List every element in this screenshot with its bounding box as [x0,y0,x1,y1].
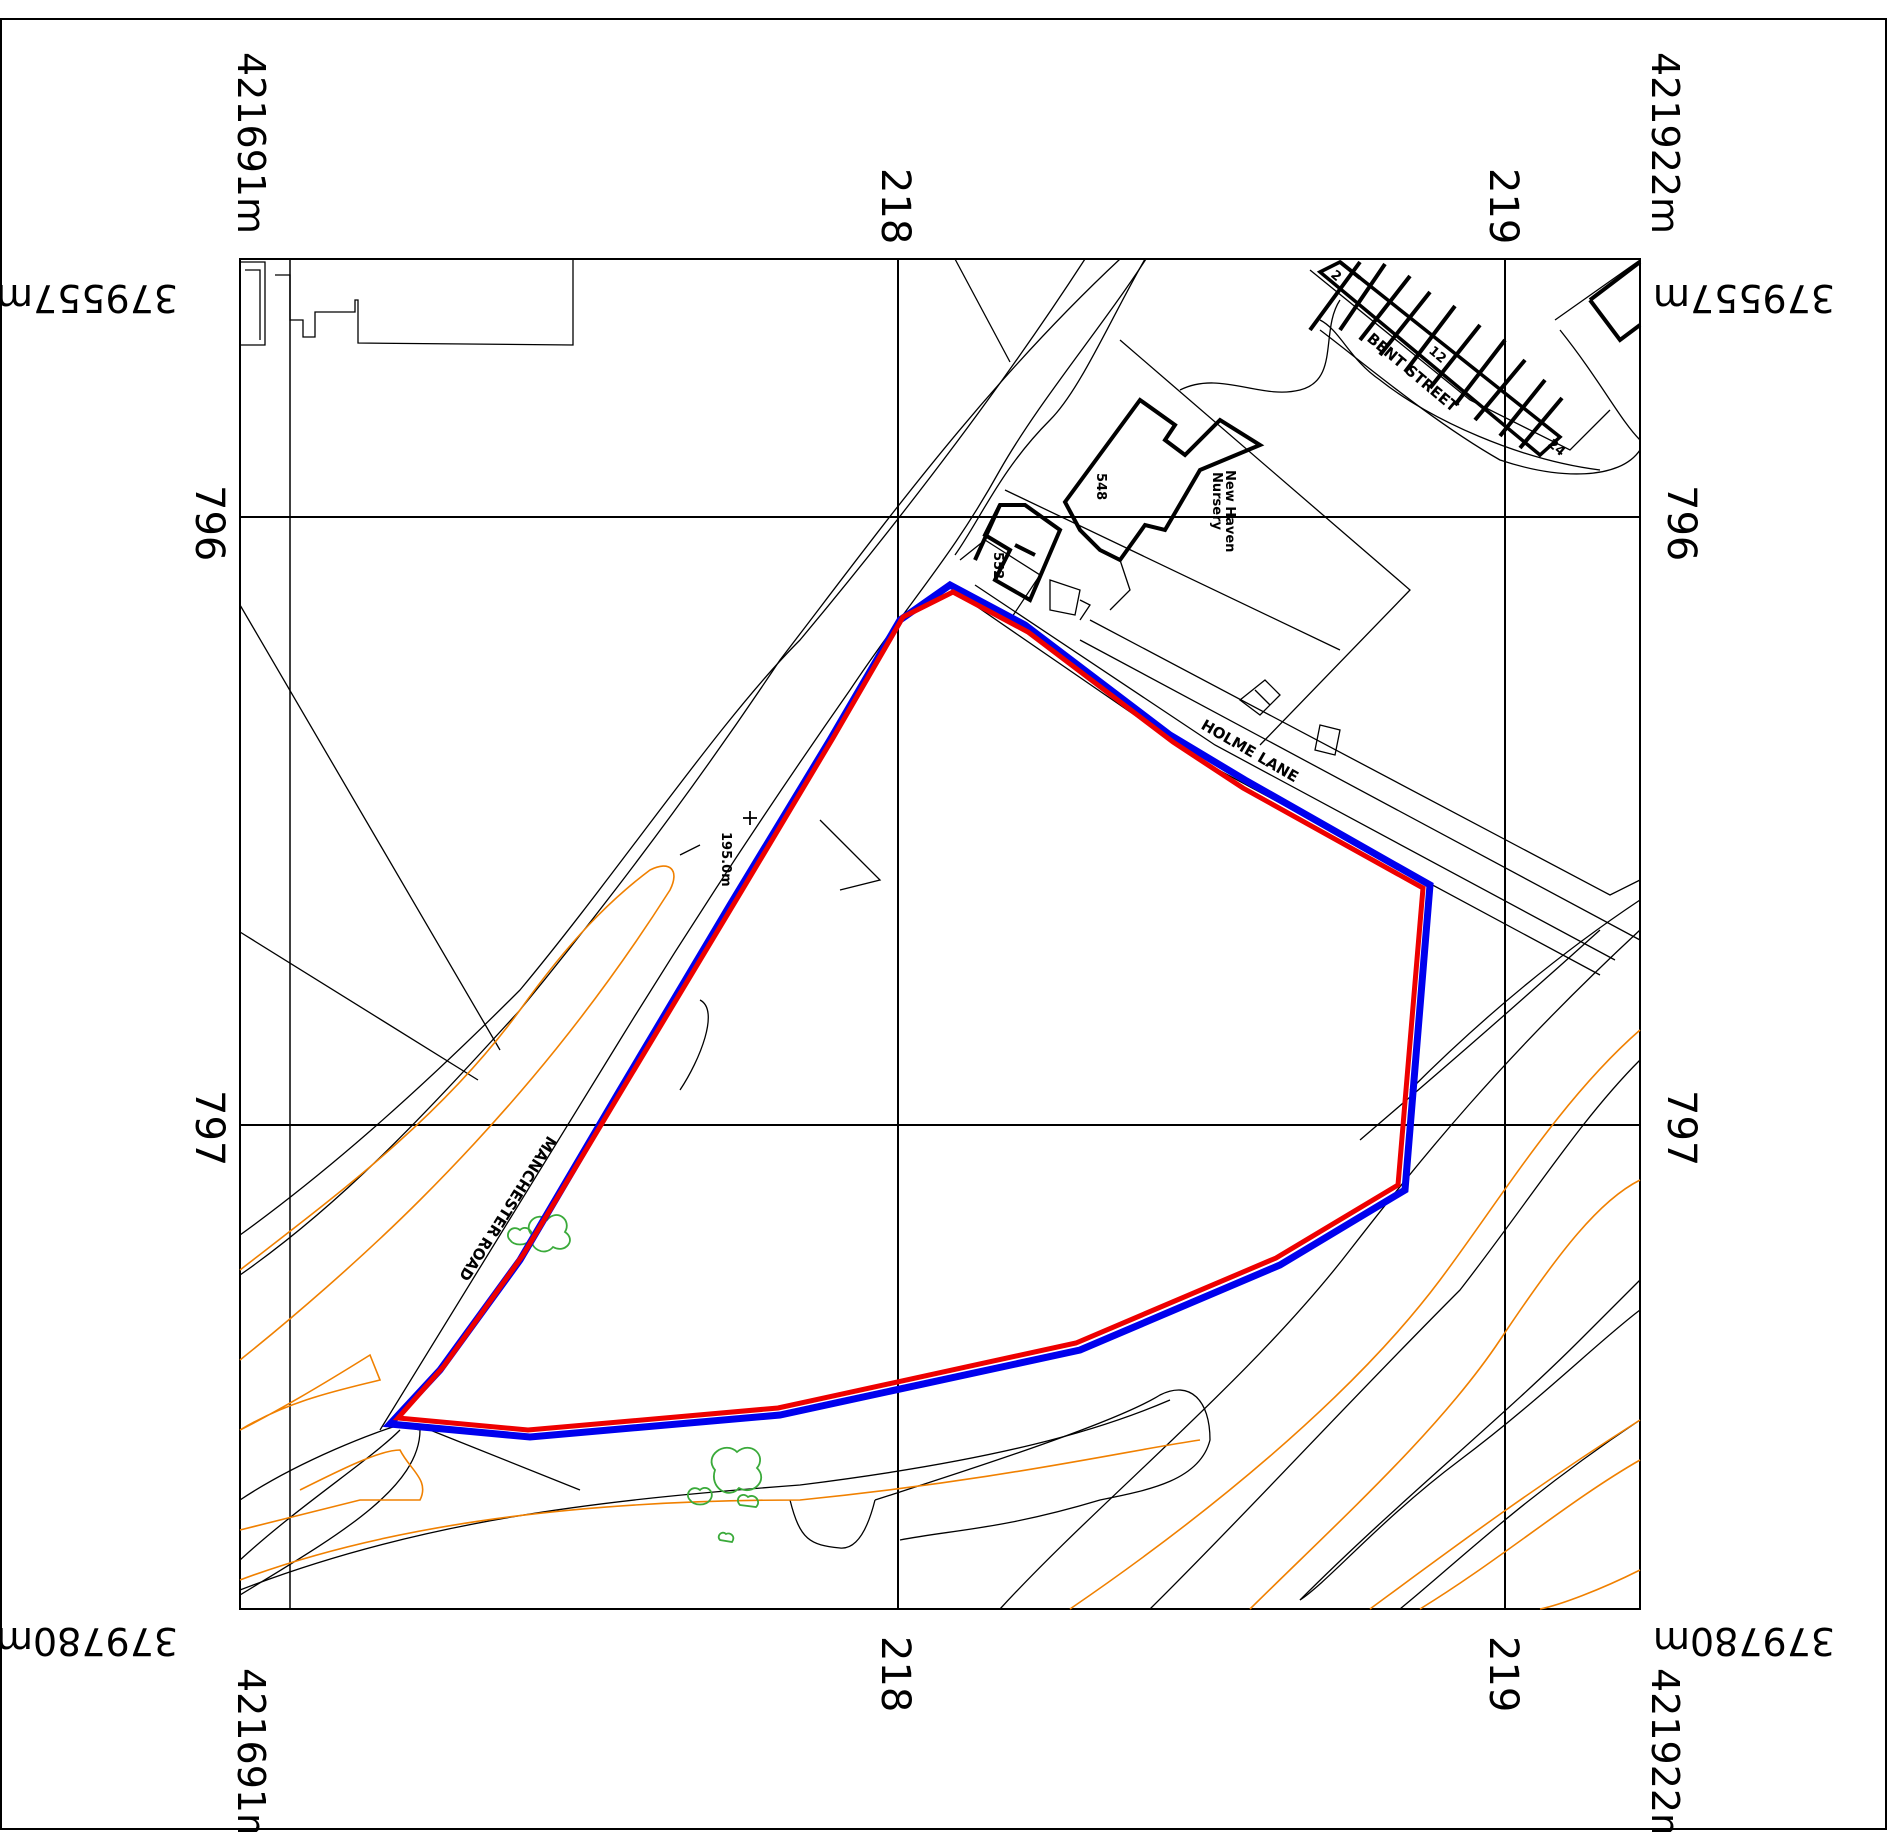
base-mapping [239,258,1641,1610]
northing-label-top-right: 379557m [1653,276,1835,320]
grid-label-top-218: 218 [872,168,918,244]
site-boundary-outer [382,580,1434,1441]
map-frame [239,258,1641,1610]
vegetation-symbols [507,1214,763,1543]
northing-label-top-left: 379557m [0,276,178,320]
contour-lines [239,865,1641,1610]
easting-label-top-right: 421922m [1643,52,1687,234]
easting-label-bottom-left: 421691m [229,1668,273,1832]
grid-label-bottom-218: 218 [872,1636,918,1712]
northing-label-bottom-right: 379780m [1653,1619,1835,1663]
label-nursery: Nursery [1209,472,1224,531]
spot-height-marker [743,811,757,825]
grid-label-right-796: 796 [1658,485,1704,561]
street-label-road: ROAD [455,1234,496,1284]
street-label-manchester: MANCHESTER [483,1133,560,1241]
label-new-haven: New Haven [1222,470,1237,552]
spot-height-label: 195.0m [718,832,733,887]
grid-label-left-797: 797 [186,1090,232,1166]
buildings [973,397,1265,603]
bent-street-terrace [1308,259,1642,458]
grid-label-bottom-219: 219 [1480,1636,1526,1712]
easting-label-top-left: 421691m [229,52,273,234]
house-number-548: 548 [1093,473,1108,500]
grid-label-top-219: 219 [1480,168,1526,244]
house-number-552: 552 [990,552,1005,579]
site-boundary-inner [392,589,1426,1433]
house-number-24: 24 [1544,437,1568,460]
easting-label-bottom-right: 421922m [1643,1668,1687,1832]
grid-lines [240,259,1640,1609]
northing-label-bottom-left: 379780m [0,1619,178,1663]
page-frame [0,18,1887,1830]
site-boundary [382,580,1434,1441]
grid-label-left-796: 796 [186,485,232,561]
grid-label-right-797: 797 [1658,1090,1704,1166]
